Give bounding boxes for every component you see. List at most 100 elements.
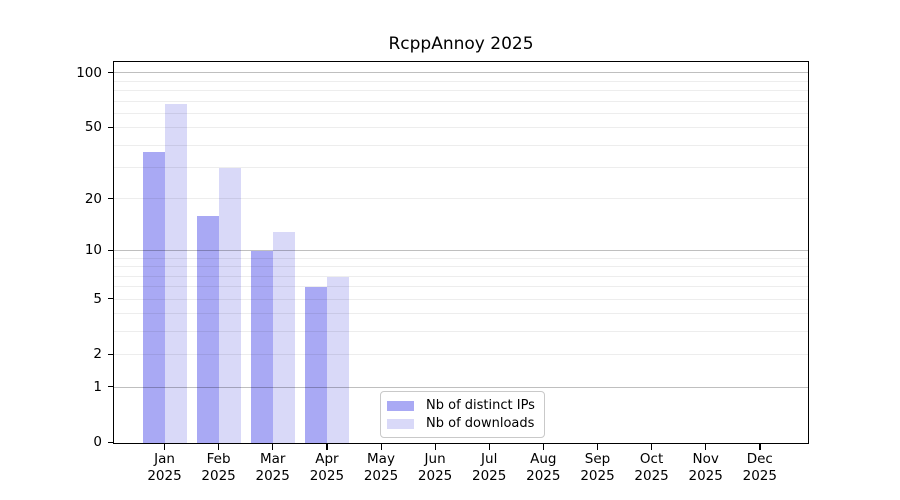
x-tick-year-feb: 2025 [201,467,236,484]
y-tick-20 [107,197,113,200]
x-tick-month-nov: Nov [692,451,719,467]
x-tick-year-sep: 2025 [580,467,615,484]
x-tick-label-oct: Oct 2025 [620,451,684,484]
x-tick-year-dec: 2025 [742,467,777,484]
bar-nb-of-downloads-feb [219,168,242,443]
x-tick-label-jun: Jun 2025 [403,451,467,484]
y-tick-label-1: 1 [93,378,102,395]
y-tick-label-50: 50 [84,119,102,136]
legend-label-nb-of-distinct-ips: Nb of distinct IPs [426,397,535,413]
gridline-minor-8 [114,266,808,267]
x-tick-year-oct: 2025 [634,467,669,484]
x-tick-may [380,444,382,450]
gridline-minor-60 [114,112,808,114]
y-tick-10 [107,249,113,251]
x-tick-year-jan: 2025 [147,467,182,484]
bar-nb-of-distinct-ips-apr [305,287,328,443]
x-tick-label-dec: Dec 2025 [728,451,792,484]
x-tick-month-aug: Aug [530,451,557,467]
y-tick-label-10: 10 [84,242,102,259]
x-tick-month-jan: Jan [154,451,175,467]
x-tick-nov [705,444,707,450]
x-tick-month-feb: Feb [206,451,231,467]
y-tick-0 [107,441,113,443]
legend-entry-nb-of-downloads: Nb of downloads [387,415,544,433]
gridline-minor-7 [114,275,808,277]
bar-nb-of-downloads-mar [273,231,296,443]
gridline-minor-5 [114,298,808,300]
x-tick-jun [434,444,436,450]
gridline-major-1 [114,386,808,388]
x-tick-month-sep: Sep [584,451,611,467]
x-tick-dec [759,444,761,450]
x-tick-month-apr: Apr [315,451,339,467]
gridline-minor-20 [114,198,808,200]
x-tick-feb [218,444,220,450]
x-tick-label-may: May 2025 [349,451,413,484]
bars-layer [114,62,808,443]
y-tick-label-100: 100 [76,64,102,81]
x-tick-year-apr: 2025 [309,467,345,484]
bar-nb-of-distinct-ips-mar [251,251,274,443]
y-axis: 100 50 20 10 5 2 1 0 [0,61,113,450]
y-tick-100 [107,72,113,74]
bar-nb-of-downloads-apr [327,276,350,443]
x-tick-label-mar: Mar 2025 [241,451,305,484]
x-tick-label-jul: Jul 2025 [457,451,521,484]
y-tick-1 [107,386,113,388]
x-tick-year-jul: 2025 [472,467,507,484]
y-tick-50 [107,126,113,129]
gridline-major-10 [114,250,808,251]
x-tick-label-nov: Nov 2025 [674,451,738,484]
legend-entry-nb-of-distinct-ips: Nb of distinct IPs [387,397,544,415]
y-tick-label-0: 0 [93,434,102,451]
y-tick-label-5: 5 [93,290,102,307]
gridline-minor-50 [114,127,808,129]
bar-nb-of-downloads-jan [165,103,187,443]
x-tick-mar [272,444,274,450]
legend-swatch-nb-of-distinct-ips [387,400,414,411]
x-tick-month-jun: Jun [424,451,446,467]
gridline-minor-4 [114,313,808,315]
x-tick-label-apr: Apr 2025 [295,451,359,484]
grid-layer [114,62,808,443]
x-tick-oct [651,444,653,450]
y-tick-label-2: 2 [93,346,102,363]
plot-area [113,61,809,444]
x-tick-month-jul: Jul [481,451,498,467]
gridline-minor-40 [114,144,808,146]
legend-label-nb-of-downloads: Nb of downloads [426,415,535,431]
chart-title: RcppAnnoy 2025 [388,34,534,54]
gridline-minor-80 [114,90,808,92]
y-tick-2 [107,353,113,355]
x-tick-label-aug: Aug 2025 [511,451,575,484]
x-tick-year-may: 2025 [363,467,399,484]
y-tick-label-20: 20 [84,190,102,207]
legend-swatch-nb-of-downloads [387,418,414,429]
y-tick-5 [107,298,113,300]
x-tick-label-sep: Sep 2025 [566,451,630,484]
x-tick-year-nov: 2025 [688,467,723,484]
x-tick-year-aug: 2025 [526,467,561,484]
bar-nb-of-distinct-ips-jan [143,151,165,443]
gridline-minor-2 [114,354,808,355]
gridline-minor-3 [114,331,808,332]
x-tick-jan [164,444,166,450]
x-tick-month-dec: Dec [746,451,773,467]
bar-nb-of-distinct-ips-feb [197,216,220,443]
gridline-minor-30 [114,167,808,168]
gridline-major-100 [114,72,808,74]
x-tick-jul [488,444,490,450]
gridline-minor-6 [114,286,808,288]
x-tick-month-mar: Mar [259,451,286,467]
x-tick-label-jan: Jan 2025 [133,451,197,484]
legend: Nb of distinct IPs Nb of downloads [380,391,545,438]
gridline-minor-70 [114,100,808,102]
x-tick-sep [597,444,599,450]
gridline-minor-9 [114,257,808,259]
x-tick-label-feb: Feb 2025 [187,451,251,484]
x-axis: Jan 2025 Feb 2025 Mar 2025 Apr 2025 May 2025 Jun 20… [113,444,809,500]
gridline-minor-90 [114,80,808,82]
x-tick-month-oct: Oct [639,451,664,467]
